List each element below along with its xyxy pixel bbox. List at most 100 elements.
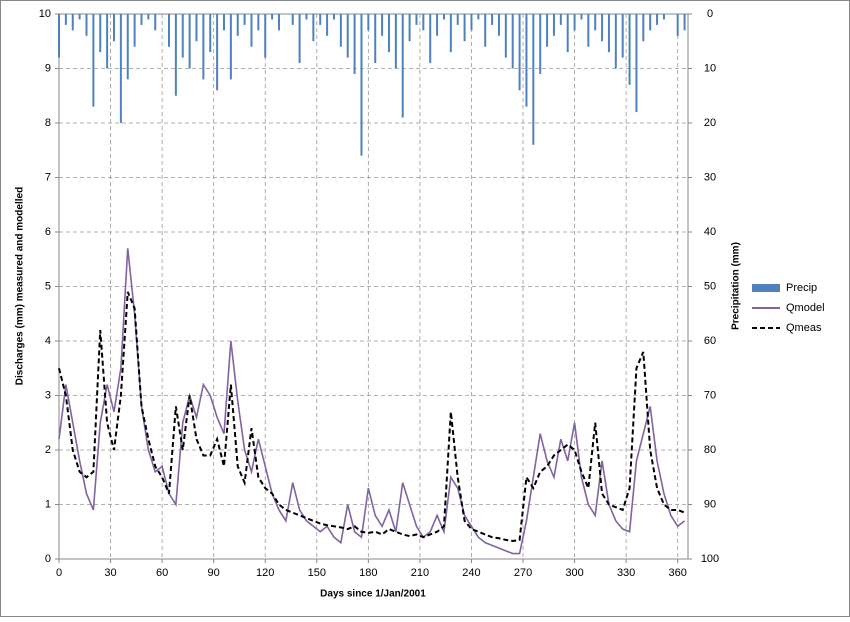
precip-bar [621,14,624,58]
x-tick-label: 360 [669,567,687,579]
precip-bar [566,14,569,53]
precip-bar [484,14,487,47]
x-tick-label: 300 [565,567,583,579]
precip-bar [401,14,404,118]
precip-bar [683,14,686,31]
y-tick-label: 6 [45,226,51,238]
precip-bar [607,14,610,53]
precip-bar [463,14,466,42]
precip-bar [147,14,150,20]
precip-bar [58,14,60,58]
precip-bar [491,14,494,25]
precip-bar [511,14,514,69]
legend-swatch [752,284,780,292]
precip-bar [374,14,377,64]
precip-bar [449,14,452,53]
precip-bar [106,14,109,69]
y2-tick-label: 20 [704,117,716,129]
precip-bar [518,14,521,91]
y-tick-label: 4 [45,335,51,347]
precip-bar [381,14,384,36]
precip-bar [312,14,315,42]
precip-bar [394,14,397,69]
precip-bar [546,14,549,47]
x-tick-label: 90 [208,567,220,579]
precip-bar [614,14,617,69]
y-tick-label: 3 [45,389,51,401]
x-tick-label: 60 [156,567,168,579]
precip-bar [649,14,652,31]
precip-bar [195,14,198,42]
precip-bar [174,14,177,96]
legend-label: Qmodel [786,302,825,314]
precip-bar [628,14,631,85]
precip-bar [112,14,115,42]
y-tick-label: 2 [45,444,51,456]
precip-bar [360,14,363,156]
precip-bar [140,14,143,25]
x-tick-label: 240 [462,567,480,579]
precip-bar [497,14,500,36]
x-tick-label: 30 [104,567,116,579]
precip-bar [635,14,638,113]
precip-bar [422,14,425,31]
precip-bar [642,14,645,42]
y2-tick-label: 90 [704,498,716,510]
y2-tick-label: 0 [707,8,713,20]
precip-bar [92,14,95,107]
precip-bar [656,14,659,25]
y2-tick-label: 70 [704,389,716,401]
legend-label: Precip [786,282,817,294]
precip-bar [415,14,418,25]
precip-bar [305,14,308,20]
precip-bar [78,14,81,20]
precip-bar [99,14,102,53]
plot-area [58,13,689,560]
y-tick-label: 0 [45,553,51,565]
y-tick-label: 7 [45,171,51,183]
precip-bar [504,14,507,58]
y-tick-label: 8 [45,117,51,129]
precip-bar [71,14,74,31]
y2-tick-label: 30 [704,171,716,183]
y2-tick-label: 80 [704,444,716,456]
precip-bar [277,14,280,31]
precip-bar [326,14,329,36]
precip-bar [587,14,590,47]
x-tick-label: 210 [411,567,429,579]
y-tick-label: 9 [45,62,51,74]
y-axis-label: Discharges (mm) measured and modelled [15,187,26,385]
precip-bar [64,14,67,25]
precip-bar [470,14,473,31]
precip-bar [580,14,583,20]
precip-bar [222,14,225,31]
precip-bar [133,14,136,47]
legend-label: Qmeas [786,322,822,334]
precip-bar [202,14,205,80]
x-tick-label: 150 [308,567,326,579]
y-tick-label: 10 [39,8,51,20]
precip-bar [436,14,439,36]
precip-bar [594,14,597,31]
precip-bar [442,14,445,20]
precip-bar [346,14,349,58]
precip-bar [216,14,219,91]
precip-bar [367,14,370,31]
precip-bar [181,14,184,58]
precip-bar [429,14,432,64]
precip-bar [408,14,411,42]
precip-bar [291,14,294,25]
precip-bar [209,14,212,53]
y2-tick-label: 100 [701,553,719,565]
precip-bar [167,14,170,47]
precip-bar [676,14,679,36]
precip-bar [119,14,122,123]
precip-bar [525,14,528,107]
precip-bar [264,14,267,58]
y-tick-label: 5 [45,280,51,292]
precip-bar [387,14,390,53]
y2-tick-label: 10 [704,62,716,74]
precip-bar [250,14,253,47]
